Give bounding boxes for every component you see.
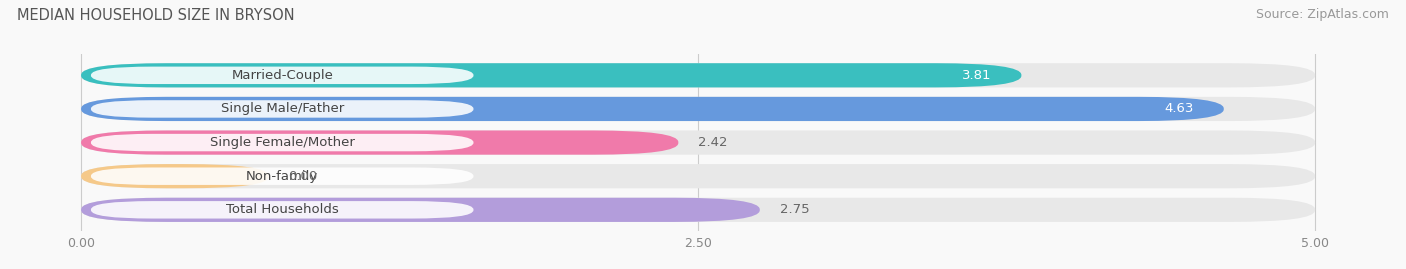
Text: 3.81: 3.81 <box>962 69 991 82</box>
FancyBboxPatch shape <box>91 100 474 118</box>
FancyBboxPatch shape <box>82 97 1223 121</box>
Text: Non-family: Non-family <box>246 170 318 183</box>
FancyBboxPatch shape <box>82 198 1315 222</box>
FancyBboxPatch shape <box>91 134 474 151</box>
FancyBboxPatch shape <box>91 201 474 218</box>
Text: MEDIAN HOUSEHOLD SIZE IN BRYSON: MEDIAN HOUSEHOLD SIZE IN BRYSON <box>17 8 294 23</box>
Text: Source: ZipAtlas.com: Source: ZipAtlas.com <box>1256 8 1389 21</box>
FancyBboxPatch shape <box>82 198 759 222</box>
FancyBboxPatch shape <box>82 130 678 155</box>
FancyBboxPatch shape <box>82 97 1315 121</box>
Text: 2.42: 2.42 <box>697 136 727 149</box>
Text: 0.00: 0.00 <box>288 170 318 183</box>
Text: 4.63: 4.63 <box>1164 102 1194 115</box>
Text: 2.75: 2.75 <box>779 203 808 216</box>
Text: Single Male/Father: Single Male/Father <box>221 102 344 115</box>
FancyBboxPatch shape <box>91 67 474 84</box>
FancyBboxPatch shape <box>91 168 474 185</box>
FancyBboxPatch shape <box>82 164 1315 188</box>
FancyBboxPatch shape <box>82 164 269 188</box>
Text: Married-Couple: Married-Couple <box>231 69 333 82</box>
Text: Total Households: Total Households <box>226 203 339 216</box>
FancyBboxPatch shape <box>82 63 1021 87</box>
FancyBboxPatch shape <box>82 130 1315 155</box>
Text: Single Female/Mother: Single Female/Mother <box>209 136 354 149</box>
FancyBboxPatch shape <box>82 63 1315 87</box>
